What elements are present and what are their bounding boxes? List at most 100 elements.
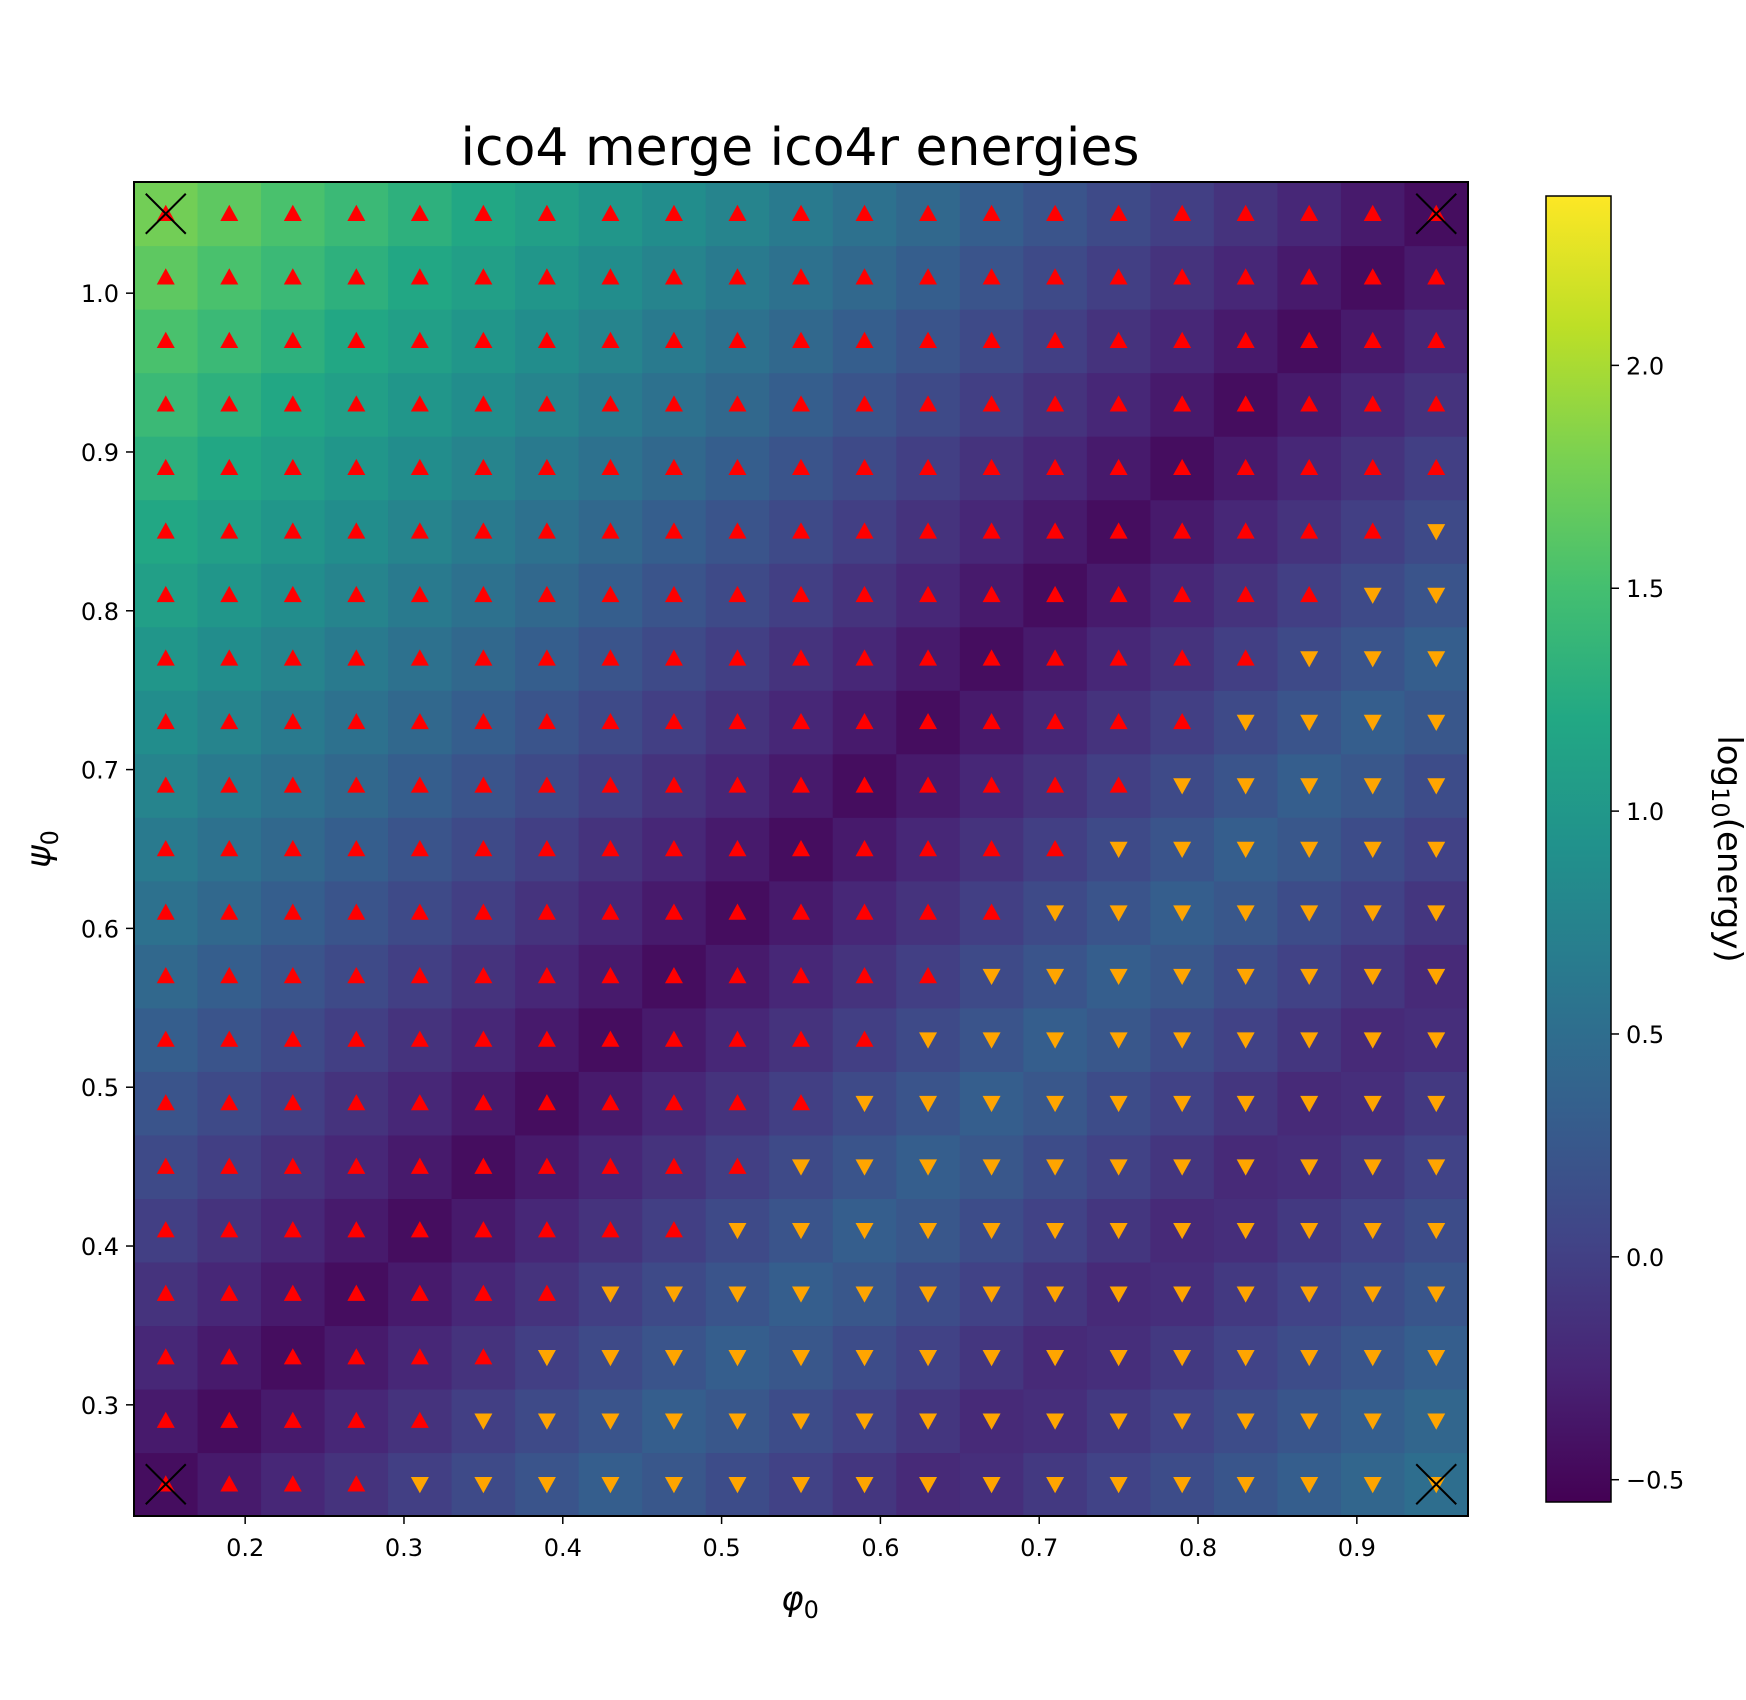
marker-down <box>855 1159 874 1176</box>
marker-up <box>919 522 938 539</box>
marker-up <box>728 268 747 285</box>
marker-up <box>283 1221 302 1238</box>
marker-up <box>220 1475 239 1492</box>
marker-up <box>728 776 747 793</box>
marker-up <box>1173 649 1192 666</box>
marker-up <box>1173 585 1192 603</box>
marker-down <box>1046 968 1065 986</box>
marker-up <box>537 649 556 666</box>
marker-down <box>1109 1032 1128 1049</box>
marker-down <box>537 1349 556 1367</box>
marker-up <box>283 1348 302 1365</box>
marker-down <box>855 1222 874 1240</box>
marker-up <box>347 649 366 666</box>
marker-up <box>537 395 556 412</box>
marker-up <box>156 1284 175 1301</box>
marker-up <box>410 712 429 730</box>
marker-down <box>982 1095 1001 1113</box>
marker-up <box>347 1221 366 1238</box>
marker-up <box>1109 776 1128 793</box>
marker-down <box>982 1413 1001 1430</box>
plot-frame <box>133 181 1469 1517</box>
marker-up <box>410 1348 429 1365</box>
marker-down <box>1236 1222 1255 1240</box>
marker-down <box>1109 968 1128 986</box>
marker-up <box>982 776 1001 793</box>
marker-up <box>410 204 429 221</box>
marker-up <box>728 967 747 984</box>
marker-up <box>1300 458 1319 476</box>
marker-up <box>1109 649 1128 666</box>
marker-down <box>1427 651 1446 668</box>
marker-down <box>1427 524 1446 541</box>
marker-up <box>1046 840 1065 857</box>
marker-down <box>1046 1032 1065 1049</box>
marker-up <box>1046 649 1065 666</box>
marker-up <box>664 1157 683 1174</box>
marker-down <box>982 1286 1001 1303</box>
marker-up <box>156 776 175 793</box>
marker-up <box>347 1475 366 1492</box>
marker-up <box>728 204 747 221</box>
marker-down <box>1300 1095 1319 1113</box>
marker-corner <box>145 193 187 235</box>
marker-up <box>1236 395 1255 412</box>
colorbar-ticks: −0.5 0.0 0.5 1.0 1.5 2.0 <box>1611 352 1684 1495</box>
marker-up <box>410 903 429 920</box>
y-tick-label: 0.6 <box>81 915 119 943</box>
marker-down <box>1363 905 1382 922</box>
marker-down <box>1300 778 1319 795</box>
marker-up <box>664 712 683 730</box>
marker-up <box>664 1094 683 1111</box>
marker-up <box>156 585 175 603</box>
marker-up <box>1173 268 1192 285</box>
marker-down <box>1236 1286 1255 1303</box>
marker-up <box>728 1030 747 1047</box>
marker-up <box>347 268 366 285</box>
marker-up <box>220 776 239 793</box>
marker-up <box>283 1411 302 1428</box>
marker-up <box>347 1157 366 1174</box>
marker-up <box>982 268 1001 285</box>
marker-down <box>601 1477 620 1494</box>
marker-up <box>410 967 429 984</box>
marker-down <box>1363 714 1382 731</box>
marker-up <box>537 204 556 221</box>
marker-up <box>156 840 175 857</box>
marker-up <box>1173 204 1192 221</box>
marker-up <box>982 458 1001 476</box>
marker-down <box>1427 714 1446 731</box>
marker-up <box>156 522 175 539</box>
y-axis-ticks: 0.3 0.4 0.5 0.6 0.7 0.8 0.9 1.0 <box>81 280 134 1420</box>
marker-up <box>1046 585 1065 603</box>
marker-up <box>474 1284 493 1301</box>
y-tick-label: 0.8 <box>81 598 119 626</box>
marker-up <box>664 903 683 920</box>
marker-up <box>1427 458 1446 476</box>
marker-down <box>1427 1159 1446 1176</box>
marker-up <box>1109 712 1128 730</box>
marker-up <box>474 1157 493 1174</box>
marker-up <box>347 840 366 857</box>
marker-up <box>728 1157 747 1174</box>
marker-up <box>792 712 810 730</box>
marker-up <box>1173 522 1192 539</box>
marker-up <box>1046 268 1065 285</box>
marker-down <box>728 1413 747 1430</box>
marker-up <box>474 1348 493 1365</box>
marker-down <box>982 1159 1001 1176</box>
x-axis-ticks: 0.2 0.3 0.4 0.5 0.6 0.7 0.8 0.9 <box>226 1516 1376 1562</box>
marker-up <box>1046 712 1065 730</box>
marker-up <box>220 903 239 920</box>
marker-up <box>347 1094 366 1111</box>
marker-up <box>1046 522 1065 539</box>
marker-up <box>919 204 938 221</box>
marker-up <box>537 967 556 984</box>
marker-up <box>919 712 938 730</box>
marker-up <box>220 585 239 603</box>
marker-up <box>982 712 1001 730</box>
marker-up <box>792 204 810 221</box>
marker-up <box>1109 522 1128 539</box>
marker-down <box>1363 1222 1382 1240</box>
marker-up <box>728 458 747 476</box>
